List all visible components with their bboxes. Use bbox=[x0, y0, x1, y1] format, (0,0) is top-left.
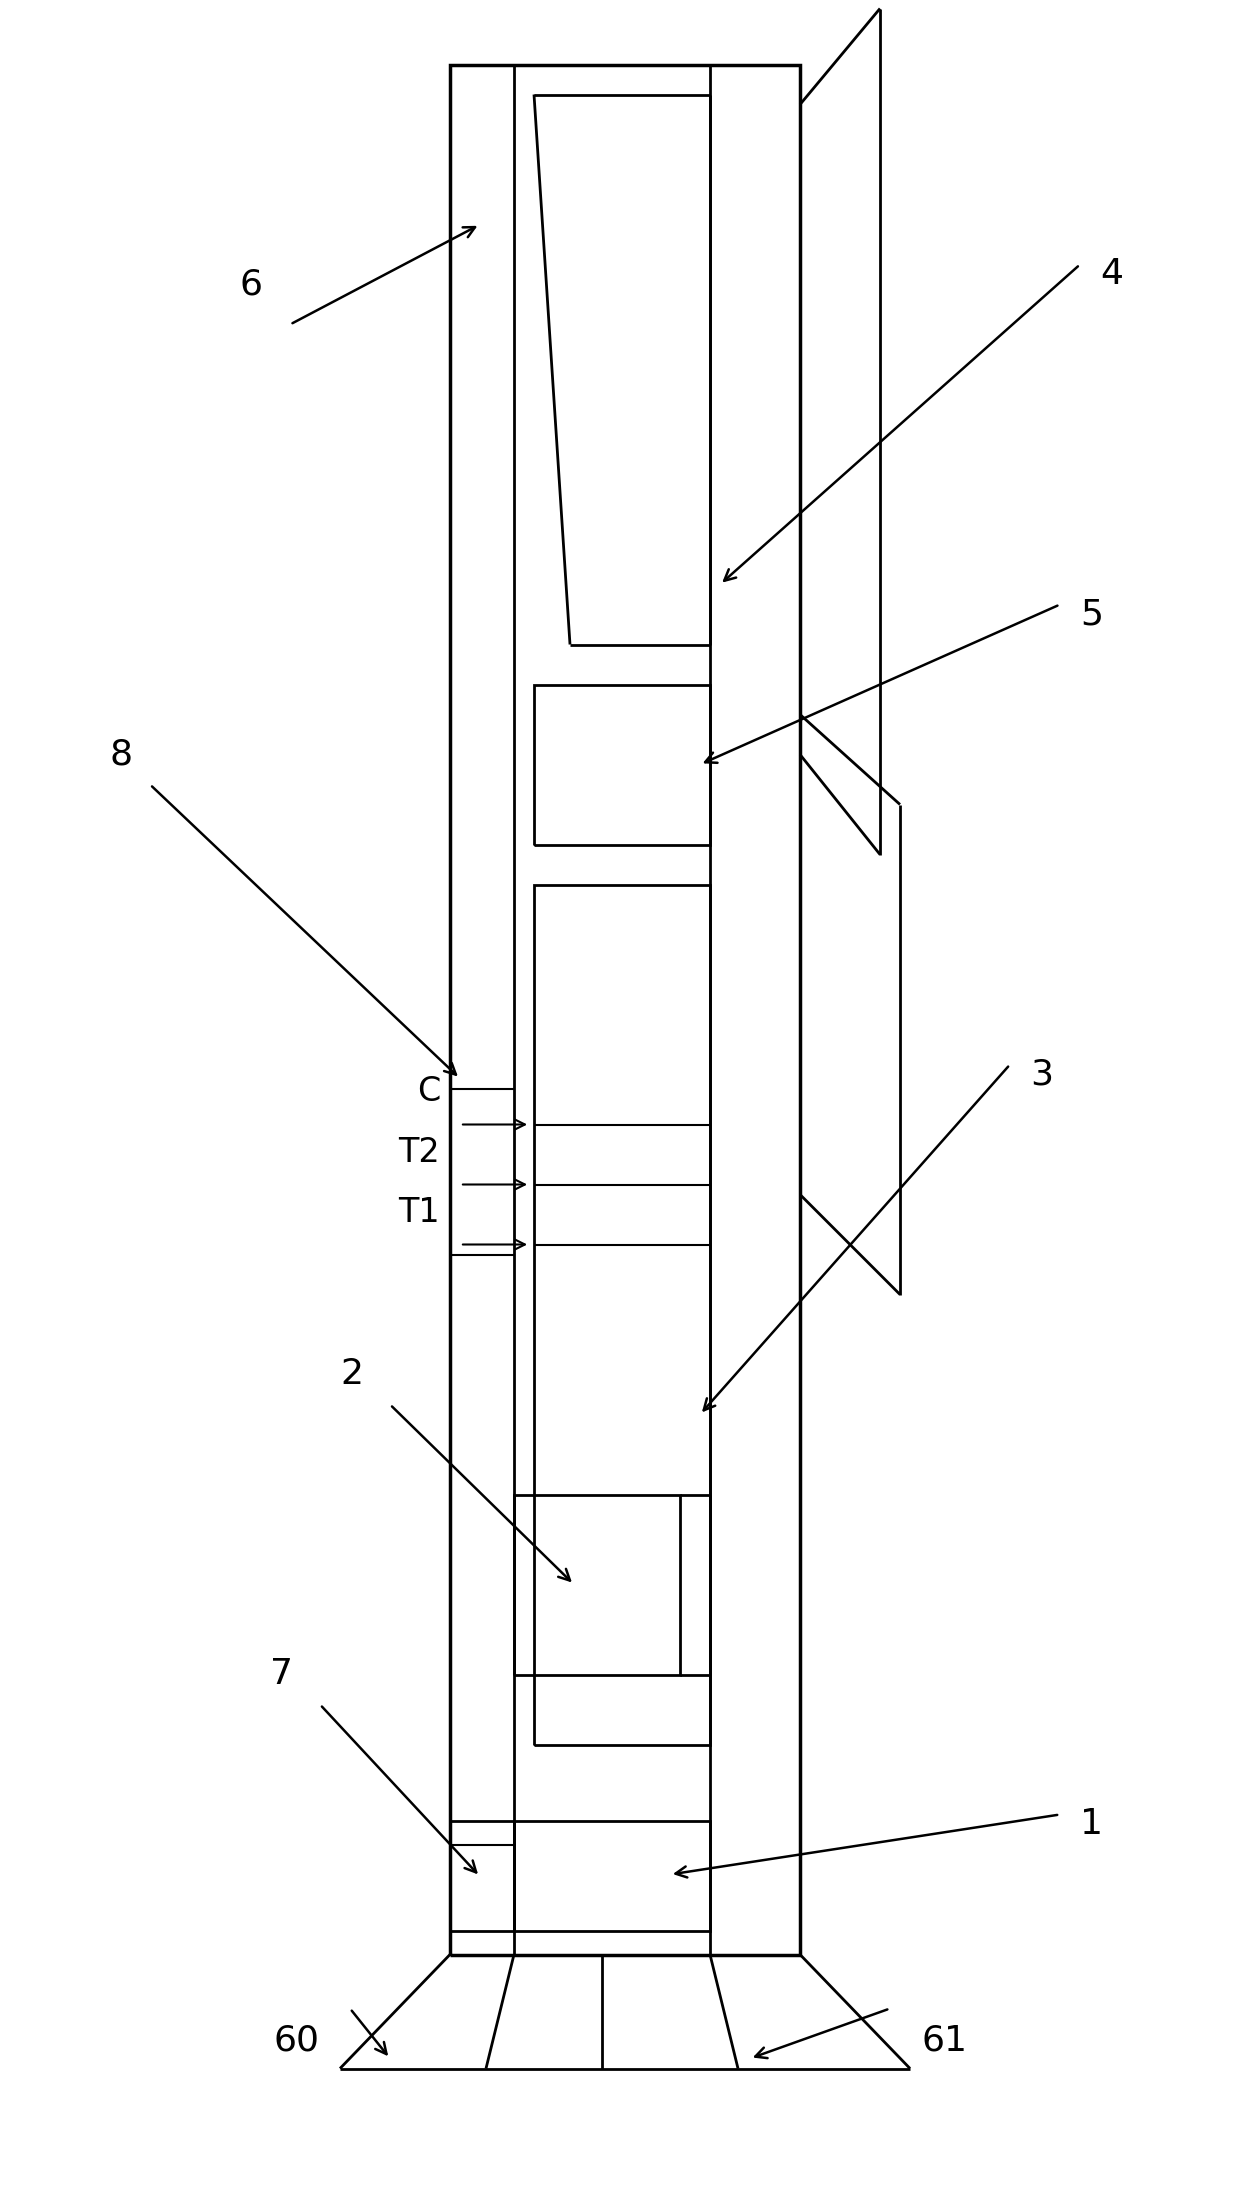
Text: 60: 60 bbox=[273, 2023, 319, 2058]
Text: 61: 61 bbox=[921, 2023, 967, 2058]
Text: 1: 1 bbox=[1080, 1807, 1104, 1842]
Text: T2: T2 bbox=[398, 1136, 440, 1169]
Text: T1: T1 bbox=[398, 1195, 440, 1228]
Text: 2: 2 bbox=[340, 1357, 363, 1392]
Text: 5: 5 bbox=[1080, 597, 1104, 631]
Text: C: C bbox=[417, 1075, 440, 1108]
Text: 8: 8 bbox=[110, 739, 133, 771]
Text: 3: 3 bbox=[1030, 1058, 1053, 1092]
Text: 4: 4 bbox=[1100, 258, 1123, 291]
Text: 7: 7 bbox=[270, 1658, 293, 1691]
Text: 6: 6 bbox=[241, 267, 263, 302]
